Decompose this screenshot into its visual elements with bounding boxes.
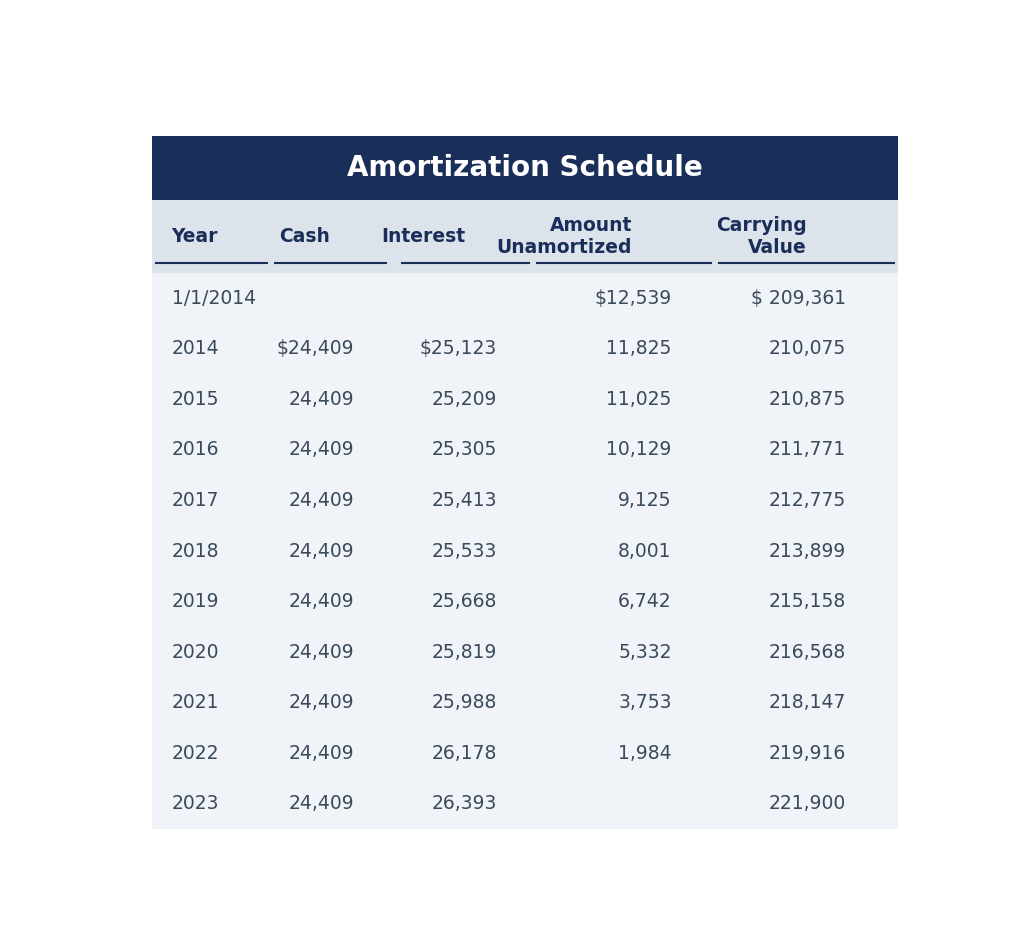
FancyBboxPatch shape [152,136,898,200]
Text: 212,775: 212,775 [769,491,846,510]
Text: 2014: 2014 [172,339,219,358]
Text: 26,393: 26,393 [432,794,497,813]
Text: 24,409: 24,409 [289,592,354,611]
Text: Cash: Cash [280,227,331,246]
Text: 3,753: 3,753 [618,693,672,712]
Text: 24,409: 24,409 [289,441,354,460]
Text: 24,409: 24,409 [289,693,354,712]
Text: 24,409: 24,409 [289,643,354,662]
Text: 25,819: 25,819 [432,643,497,662]
Text: 2015: 2015 [172,390,219,409]
Text: $ 209,361: $ 209,361 [751,289,846,308]
Text: 221,900: 221,900 [769,794,846,813]
Text: 219,916: 219,916 [769,744,846,763]
Text: 24,409: 24,409 [289,744,354,763]
Text: 8,001: 8,001 [618,541,672,560]
Text: 2023: 2023 [172,794,219,813]
Text: 24,409: 24,409 [289,491,354,510]
Text: 25,209: 25,209 [432,390,497,409]
Text: 2019: 2019 [172,592,219,611]
Text: Year: Year [172,227,218,246]
Text: 210,075: 210,075 [769,339,846,358]
Text: 26,178: 26,178 [432,744,497,763]
Text: 11,825: 11,825 [606,339,672,358]
Text: 1,984: 1,984 [618,744,672,763]
Text: 25,533: 25,533 [432,541,497,560]
Text: 210,875: 210,875 [769,390,846,409]
FancyBboxPatch shape [152,273,898,830]
Text: 24,409: 24,409 [289,390,354,409]
Text: 11,025: 11,025 [606,390,672,409]
Text: 6,742: 6,742 [618,592,672,611]
Text: 24,409: 24,409 [289,541,354,560]
Text: 10,129: 10,129 [606,441,672,460]
Text: Amount
Unamortized: Amount Unamortized [497,216,632,257]
Text: 5,332: 5,332 [618,643,672,662]
Text: 25,988: 25,988 [432,693,497,712]
Text: Interest: Interest [381,227,465,246]
Text: 9,125: 9,125 [618,491,672,510]
Text: 213,899: 213,899 [769,541,846,560]
Text: 218,147: 218,147 [769,693,846,712]
Text: $12,539: $12,539 [594,289,672,308]
Text: 2021: 2021 [172,693,219,712]
Text: 211,771: 211,771 [769,441,846,460]
Text: 24,409: 24,409 [289,794,354,813]
Text: Amortization Schedule: Amortization Schedule [347,154,702,182]
Text: 215,158: 215,158 [769,592,846,611]
Text: $24,409: $24,409 [276,339,354,358]
FancyBboxPatch shape [152,200,898,273]
Text: Carrying
Value: Carrying Value [716,216,807,257]
Text: $25,123: $25,123 [420,339,497,358]
Text: 25,668: 25,668 [432,592,497,611]
Text: 2017: 2017 [172,491,219,510]
Text: 2016: 2016 [172,441,219,460]
Text: 2022: 2022 [172,744,219,763]
Text: 25,413: 25,413 [431,491,497,510]
Text: 1/1/2014: 1/1/2014 [172,289,256,308]
Text: 2018: 2018 [172,541,219,560]
Text: 216,568: 216,568 [769,643,846,662]
Text: 2020: 2020 [172,643,219,662]
Text: 25,305: 25,305 [432,441,497,460]
